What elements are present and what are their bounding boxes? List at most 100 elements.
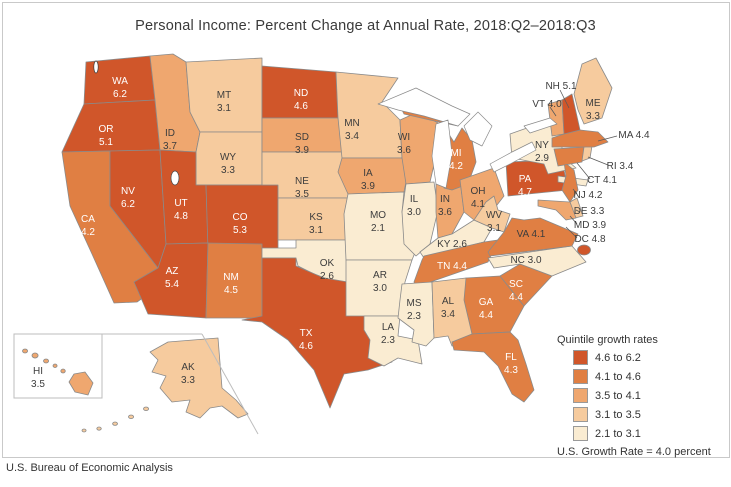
- state-ME: [573, 57, 613, 125]
- state-label-FL: FL 4.3: [504, 352, 518, 376]
- legend-label-4: 2.1 to 3.1: [595, 427, 641, 440]
- state-label-AL: AL 3.4: [441, 296, 455, 320]
- leader-vt: [549, 106, 557, 117]
- state-label-NM: NM 4.5: [223, 272, 239, 296]
- legend-row-4: 2.1 to 3.1: [573, 426, 727, 441]
- state-label-WI: WI 3.6: [397, 132, 411, 156]
- state-label-MS: MS 2.3: [407, 298, 422, 322]
- state-NH: [561, 93, 581, 135]
- state-label-AZ: AZ 5.4: [165, 266, 179, 290]
- states-layer: [22, 53, 613, 433]
- state-label-OK: OK 2.6: [320, 258, 335, 282]
- legend-swatch-3: [573, 407, 588, 422]
- legend-row-2: 3.5 to 4.1: [573, 388, 727, 403]
- state-label-KY: KY 2.6: [437, 239, 467, 250]
- state-label-RI: RI 3.4: [607, 161, 634, 172]
- state-label-IL: IL 3.0: [407, 194, 421, 218]
- great-lakes-layer: [93, 60, 558, 189]
- state-label-IN: IN 3.6: [438, 194, 452, 218]
- state-label-ME: ME 3.3: [586, 98, 601, 122]
- legend-swatch-0: [573, 350, 588, 365]
- legend-footnote: U.S. Growth Rate = 4.0 percent: [557, 446, 711, 458]
- state-label-DC: DC 4.8: [574, 234, 606, 245]
- state-label-SC: SC 4.4: [509, 279, 523, 303]
- lake-erie: [489, 141, 537, 173]
- legend-swatch-4: [573, 426, 588, 441]
- legend-label-1: 4.1 to 4.6: [595, 370, 641, 383]
- source-attribution: U.S. Bureau of Economic Analysis: [6, 462, 173, 474]
- state-label-UT: UT 4.8: [174, 198, 188, 222]
- state-dot-DC: [577, 244, 591, 256]
- state-label-OR: OR 5.1: [99, 124, 114, 148]
- legend-label-0: 4.6 to 6.2: [595, 351, 641, 364]
- state-label-OH: OH 4.1: [471, 186, 486, 210]
- state-label-KS: KS 3.1: [309, 212, 323, 236]
- state-label-VA: VA 4.1: [517, 229, 546, 240]
- state-label-NV: NV 6.2: [121, 186, 135, 210]
- state-label-CA: CA 4.2: [81, 214, 95, 238]
- lake-superior: [377, 87, 471, 127]
- legend-row-1: 4.1 to 4.6: [573, 369, 727, 384]
- state-label-AK: AK 3.3: [181, 362, 195, 386]
- page-title: Personal Income: Percent Change at Annua…: [135, 18, 596, 34]
- puget-sound: [93, 60, 99, 74]
- state-label-MO: MO 2.1: [370, 210, 386, 234]
- state-label-TX: TX 4.6: [299, 328, 313, 352]
- state-label-ID: ID 3.7: [163, 128, 177, 152]
- state-labels-layer: WA 6.2 OR 5.1 CA 4.2 NV 6.2 ID 3.7 MT 3.1 WY 3.3 UT 4.8…: [31, 76, 650, 390]
- state-label-NE: NE 3.5: [295, 176, 309, 200]
- hawaii-inset-box: [13, 333, 103, 399]
- legend-rows: 4.6 to 6.2 4.1 to 4.6 3.5 to 4.1 3.1 to 3.5…: [557, 350, 727, 441]
- legend-swatch-1: [573, 369, 588, 384]
- state-label-LA: LA 2.3: [381, 322, 395, 346]
- state-label-TN: TN 4.4: [437, 261, 467, 272]
- state-label-MT: MT 3.1: [217, 90, 232, 114]
- state-label-AR: AR 3.0: [373, 270, 387, 294]
- state-label-MI: MI 4.2: [449, 148, 463, 172]
- state-MO: [343, 191, 417, 261]
- state-label-MA: MA 4.4: [618, 130, 650, 141]
- legend: Quintile growth rates 4.6 to 6.2 4.1 to 4…: [557, 334, 727, 458]
- legend-row-3: 3.1 to 3.5: [573, 407, 727, 422]
- figure-border: [2, 2, 730, 458]
- leader-md: [569, 215, 578, 225]
- leader-de: [575, 209, 581, 213]
- state-label-SD: SD 3.9: [295, 132, 309, 156]
- state-label-ND: ND 4.6: [294, 88, 309, 112]
- state-VA: [487, 217, 579, 257]
- state-label-PA: PA 4.7: [518, 174, 532, 198]
- leader-dc: [565, 226, 578, 239]
- state-FL: [451, 331, 535, 403]
- state-label-WV: WV 3.1: [486, 210, 502, 234]
- leader-ri: [587, 156, 609, 166]
- state-label-CO: CO 5.3: [233, 212, 248, 236]
- state-MD: [537, 199, 577, 221]
- lake-michigan: [431, 119, 453, 189]
- state-label-HI: HI 3.5: [31, 366, 45, 390]
- state-LA: [363, 315, 423, 367]
- state-WV: [473, 195, 511, 233]
- state-CT: [553, 146, 585, 167]
- state-label-CT: CT 4.1: [587, 175, 617, 186]
- inset-divider-diagonal: [201, 333, 259, 435]
- state-label-WA: WA 6.2: [112, 76, 128, 100]
- state-label-NC: NC 3.0: [510, 255, 542, 266]
- state-label-IA: IA 3.9: [361, 168, 375, 192]
- state-label-MN: MN 3.4: [344, 118, 360, 142]
- leader-nj: [572, 188, 578, 195]
- leader-nh: [559, 89, 570, 109]
- state-label-WY: WY 3.3: [220, 152, 236, 176]
- lake-ontario: [523, 117, 558, 134]
- leader-ct: [576, 162, 591, 180]
- legend-swatch-2: [573, 388, 588, 403]
- state-label-VT: VT 4.0: [532, 99, 562, 110]
- state-MN: [335, 71, 403, 159]
- inset-boundaries: [13, 333, 259, 435]
- legend-label-2: 3.5 to 4.1: [595, 389, 641, 402]
- legend-row-0: 4.6 to 6.2: [573, 350, 727, 365]
- great-salt-lake: [170, 170, 180, 186]
- legend-title: Quintile growth rates: [557, 334, 658, 346]
- state-label-NH: NH 5.1: [545, 81, 577, 92]
